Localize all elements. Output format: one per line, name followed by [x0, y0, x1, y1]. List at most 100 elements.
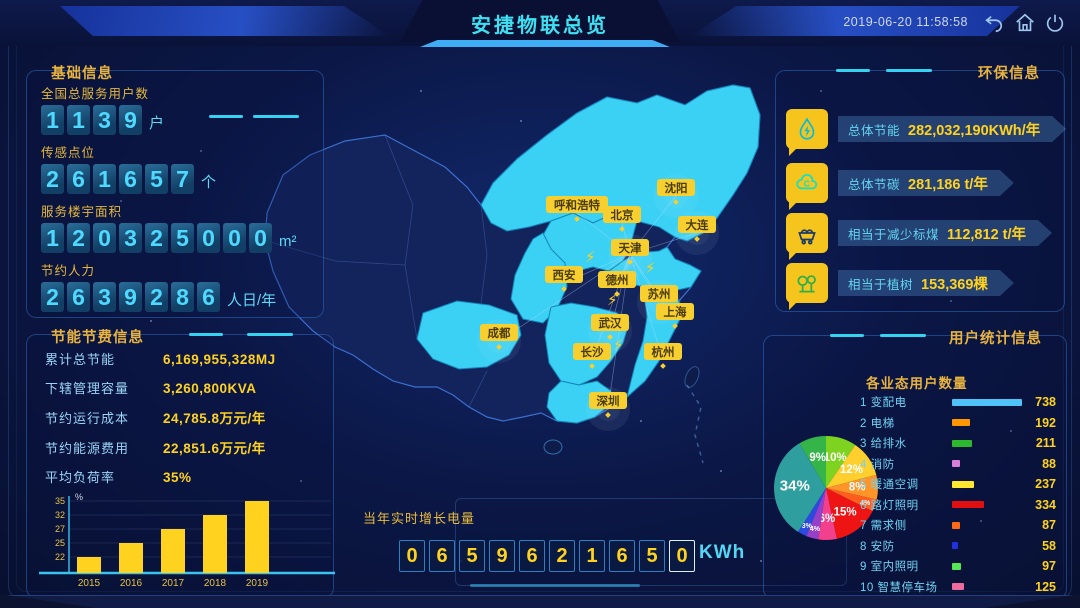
- legend-value: 88: [1042, 456, 1056, 471]
- city-marker-武汉[interactable]: 武汉: [591, 314, 629, 340]
- carbon-cloud-icon: C: [786, 163, 828, 210]
- energy-row-value: 6,169,955,328MJ: [163, 352, 276, 367]
- digit-box: 9: [119, 105, 142, 135]
- digit-box: 1: [41, 223, 64, 253]
- header-title-tab: [400, 0, 680, 42]
- decor-dash: [247, 333, 293, 336]
- energy-row-label: 节约能源费用: [45, 441, 130, 456]
- energy-saving-panel: 节能节费信息 累计总节能 6,169,955,328MJ 下辖管理容量 3,260,8…: [26, 330, 335, 598]
- legend-name: 8 安防: [860, 540, 895, 553]
- svg-text:杭州: 杭州: [652, 345, 675, 359]
- bar-2017: [161, 529, 185, 573]
- svg-text:35: 35: [55, 496, 65, 506]
- legend-row: 4 消防 88: [860, 454, 1056, 475]
- legend-name: 5 暖通空调: [860, 479, 919, 492]
- legend-value: 87: [1042, 518, 1056, 533]
- energy-row-label: 下辖管理容量: [45, 381, 130, 396]
- digit-box: 6: [119, 164, 142, 194]
- digit-box: 1: [93, 164, 116, 194]
- counter-digit-box: 2: [549, 540, 575, 572]
- city-marker-德州[interactable]: 德州: [598, 271, 636, 297]
- digit-box: 3: [93, 282, 116, 312]
- city-marker-杭州[interactable]: 杭州: [644, 343, 682, 369]
- lightning-bolt-icon: ⚡: [645, 260, 656, 277]
- power-icon[interactable]: [1044, 12, 1066, 34]
- env-banner: 相当于减少标煤 112,812 t/年: [838, 220, 1052, 246]
- bar-2015: [77, 557, 101, 573]
- pie-label: 3%: [802, 523, 813, 530]
- counter-digit-box: 1: [579, 540, 605, 572]
- back-icon[interactable]: [982, 12, 1004, 34]
- load-rate-bar-chart: 35 32 27 25 22% 2015 2016 2017 2018 2019: [39, 493, 335, 589]
- stat-block: 服务楼宇面积 1 2 0 3 2 5 0 0 0 m²: [41, 201, 315, 253]
- legend-value: 738: [1035, 395, 1056, 410]
- bar-2018: [203, 515, 227, 573]
- energy-row-value: 35%: [163, 470, 192, 485]
- env-value: 281,186 t/年: [908, 176, 988, 193]
- coal-cart-icon: [786, 213, 828, 260]
- svg-text:22: 22: [55, 552, 65, 562]
- city-marker-大连[interactable]: 大连: [678, 216, 716, 242]
- city-marker-天津[interactable]: 天津: [611, 239, 649, 265]
- legend-value: 334: [1035, 497, 1056, 512]
- svg-text:%: %: [75, 493, 83, 502]
- svg-text:苏州: 苏州: [648, 287, 671, 301]
- svg-text:北京: 北京: [611, 208, 634, 222]
- bar-2019: [245, 501, 269, 573]
- svg-text:27: 27: [55, 524, 65, 534]
- svg-text:长沙: 长沙: [581, 345, 604, 359]
- digit-box: 7: [171, 164, 194, 194]
- svg-text:2018: 2018: [204, 578, 227, 589]
- svg-text:上海: 上海: [664, 305, 687, 319]
- svg-text:2019: 2019: [246, 578, 269, 589]
- legend-bar: [952, 542, 958, 550]
- city-marker-沈阳[interactable]: 沈阳: [657, 179, 695, 205]
- digit-box: 1: [41, 105, 64, 135]
- svg-text:2016: 2016: [120, 578, 143, 589]
- svg-text:2017: 2017: [162, 578, 185, 589]
- home-icon[interactable]: [1014, 12, 1036, 34]
- lightning-bolt-icon: ⚡: [585, 249, 596, 266]
- legend-row: 1 变配电 738: [860, 392, 1056, 413]
- svg-text:德州: 德州: [605, 273, 629, 287]
- svg-text:武汉: 武汉: [599, 316, 622, 330]
- decor-dash: [886, 69, 932, 72]
- legend-bar: [952, 398, 1022, 406]
- digit-box: 0: [249, 223, 272, 253]
- pie-slice: [826, 445, 877, 488]
- legend-title: 各业态用户数量: [866, 376, 968, 391]
- energy-row: 累计总节能 6,169,955,328MJ: [45, 349, 323, 368]
- legend-row: 2 电梯 192: [860, 413, 1056, 434]
- pie-slice: [774, 443, 826, 532]
- env-label: 相当于植树: [848, 277, 914, 292]
- hainan-island: [543, 439, 563, 455]
- pie-label: 12%: [840, 464, 863, 476]
- legend-value: 58: [1042, 538, 1056, 553]
- energy-row: 下辖管理容量 3,260,800KVA: [45, 378, 323, 397]
- city-marker-成都[interactable]: 成都: [480, 324, 518, 350]
- bar-2016: [119, 543, 143, 573]
- lightning-bolt-icon: ⚡: [613, 337, 624, 354]
- svg-text:2015: 2015: [78, 578, 101, 589]
- stat-digits: 2 6 3 9 2 8 6 人日/年: [41, 282, 315, 312]
- city-marker-北京[interactable]: 北京: [603, 206, 641, 232]
- basic-info-panel: 基础信息 全国总服务用户数 1 1 3 9 户传感点位 2 6 1 6 5 7 个服务楼宇面积 1 2 0 3 2…: [26, 66, 324, 318]
- pie-label: 10%: [824, 452, 847, 464]
- legend-name: 1 变配电: [860, 397, 907, 410]
- city-marker-西安[interactable]: 西安: [545, 266, 583, 292]
- city-marker-上海[interactable]: 上海: [656, 303, 694, 329]
- counter-label: 当年实时增长电量: [363, 511, 476, 526]
- city-marker-深圳[interactable]: 深圳: [589, 392, 627, 418]
- svg-text:32: 32: [55, 510, 65, 520]
- page-title: 安捷物联总览: [471, 15, 609, 37]
- stat-digits: 1 2 0 3 2 5 0 0 0 m²: [41, 223, 315, 253]
- city-marker-长沙[interactable]: 长沙: [573, 343, 611, 369]
- city-marker-呼和浩特[interactable]: 呼和浩特: [546, 196, 608, 222]
- counter-unit: KWh: [699, 542, 746, 563]
- digit-box: 0: [197, 223, 220, 253]
- city-marker-苏州[interactable]: 苏州: [640, 285, 678, 311]
- energy-row: 节约运行成本 24,785.8万元/年: [45, 407, 323, 427]
- svg-text:呼和浩特: 呼和浩特: [554, 198, 600, 212]
- pie-label: 34%: [780, 478, 810, 495]
- legend-bar: [952, 439, 972, 447]
